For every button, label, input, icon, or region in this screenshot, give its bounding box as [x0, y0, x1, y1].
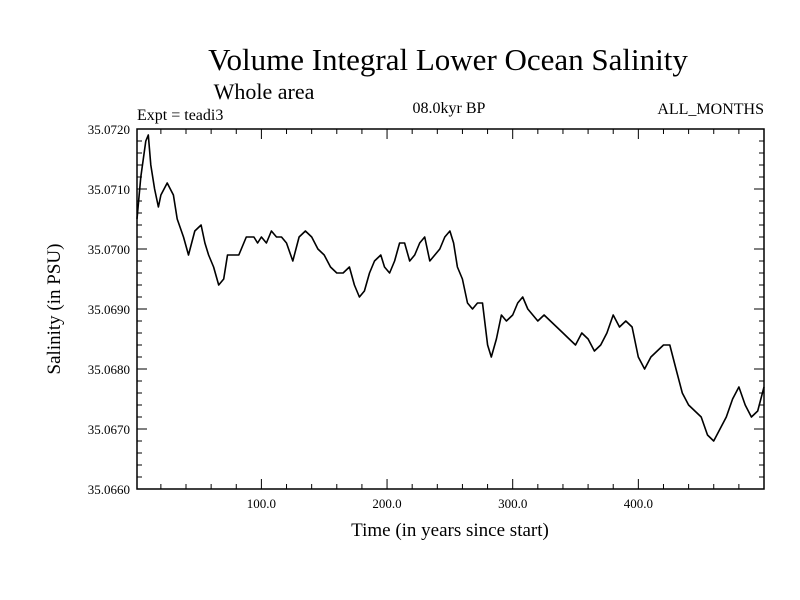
x-tick-label: 300.0 [498, 496, 527, 511]
chart-subtitle: Whole area [214, 79, 315, 104]
x-tick-labels: 100.0 200.0 300.0 400.0 [247, 496, 653, 511]
y-tick-label: 35.0670 [88, 422, 130, 437]
x-tick-label: 200.0 [372, 496, 401, 511]
y-tick-label: 35.0690 [88, 302, 130, 317]
experiment-label: Expt = teadi3 [137, 107, 223, 124]
y-tick-label: 35.0680 [88, 362, 130, 377]
x-tick-label: 400.0 [624, 496, 653, 511]
salinity-series-line [136, 134, 765, 442]
chart-title: Volume Integral Lower Ocean Salinity [208, 42, 688, 77]
x-axis-label: Time (in years since start) [351, 520, 549, 541]
series-group [136, 134, 765, 442]
y-tick-labels: 35.0660 35.0670 35.0680 35.0690 35.0700 35.07… [88, 122, 130, 497]
y-tick-label: 35.0710 [88, 182, 130, 197]
months-label: ALL_MONTHS [657, 101, 764, 118]
y-axis-label: Salinity (in PSU) [44, 244, 65, 375]
y-tick-label: 35.0660 [88, 482, 130, 497]
x-tick-label: 100.0 [247, 496, 276, 511]
plot-frame [136, 128, 765, 490]
y-tick-label: 35.0720 [88, 122, 130, 137]
period-label: 08.0kyr BP [413, 100, 486, 117]
y-tick-label: 35.0700 [88, 242, 130, 257]
